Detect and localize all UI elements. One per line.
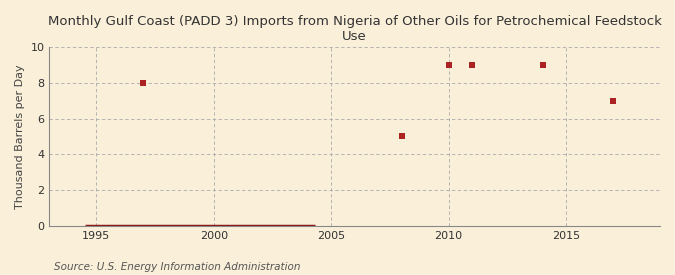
Point [443, 63, 454, 67]
Point [396, 134, 407, 139]
Title: Monthly Gulf Coast (PADD 3) Imports from Nigeria of Other Oils for Petrochemical: Monthly Gulf Coast (PADD 3) Imports from… [48, 15, 662, 43]
Y-axis label: Thousand Barrels per Day: Thousand Barrels per Day [15, 64, 25, 209]
Point [537, 63, 548, 67]
Point [466, 63, 477, 67]
Point [138, 81, 148, 85]
Text: Source: U.S. Energy Information Administration: Source: U.S. Energy Information Administ… [54, 262, 300, 272]
Point [608, 98, 618, 103]
